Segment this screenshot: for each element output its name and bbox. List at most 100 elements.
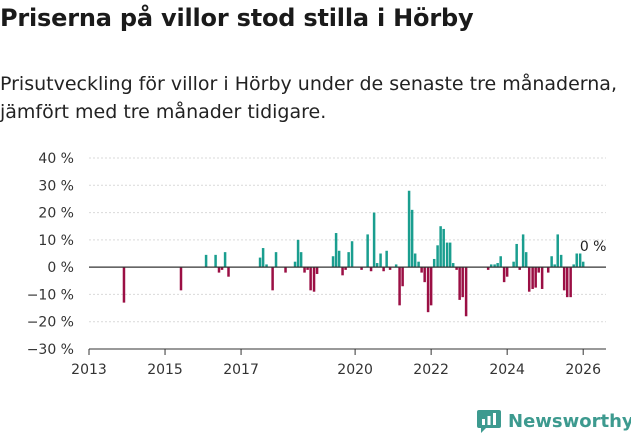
bar-positive [214,254,217,268]
bar-negative [531,267,534,289]
annotations: 0 % [580,239,607,255]
bar-positive [274,252,278,268]
bar-negative [315,267,319,274]
bar-negative [518,267,521,270]
bar-positive [375,263,379,268]
bar-positive [442,228,445,268]
bar-positive [439,226,442,268]
bar-negative [429,267,433,306]
bar-positive [451,263,455,268]
bar-positive [265,264,268,268]
newsworthy-logo-text: Newsworthy [508,410,631,432]
y-tick-label: 20 % [38,206,74,222]
bar-positive [553,264,556,268]
bar-negative [502,267,506,283]
bar-positive [575,253,578,268]
bar-negative [382,267,385,272]
bar-negative [284,267,287,273]
bar-positive [496,263,499,268]
bar-positive [499,256,502,268]
bar-negative [388,267,392,270]
bar-negative [423,267,426,283]
y-tick-label: −10 % [27,287,74,303]
bar-positive [258,257,262,268]
bar-negative [312,267,316,292]
bar-negative [458,267,461,300]
bar-positive [524,252,528,268]
bar-negative [360,267,363,270]
x-tick-label: 2026 [565,362,601,378]
bar-positive [350,241,354,268]
bar-positive [445,242,449,268]
bar-negative [401,267,404,287]
bar-positive [559,254,563,268]
bar-positive [379,253,382,268]
bar-positive [448,242,452,268]
bar-negative [505,267,509,277]
bar-negative [220,267,224,270]
bar-negative [565,267,569,298]
bar-negative [527,267,531,292]
chart-subtitle: Prisutveckling för villor i Hörby under … [0,73,617,123]
bar-negative [537,267,540,273]
bar-negative [534,267,537,288]
bar-negative [369,267,373,272]
bar-negative [569,267,572,298]
bar-positive [436,245,439,268]
x-tick-label: 2024 [489,362,525,378]
x-tick-label: 2020 [337,362,373,378]
chart-title: Priserna på villor stod stilla i Hörby [0,4,474,32]
bar-negative [398,267,401,306]
bar-negative [486,267,490,270]
bar-positive [432,258,436,268]
y-tick-label: 0 % [47,260,74,276]
bar-negative [271,267,274,291]
newsworthy-logo: Newsworthy [476,408,631,434]
x-tick-label: 2013 [71,362,107,378]
y-tick-label: 30 % [38,178,74,194]
bar-negative [217,267,221,273]
bar-positive [550,256,553,268]
bar-positive [331,256,335,268]
bar-positive [385,250,388,268]
bar-positive [347,252,350,268]
y-axis-ticks: 40 % 30 % 20 % 10 % 0 % −10 % −20 % −30 % [27,151,74,358]
bar-negative [303,267,306,273]
bar-positive [223,252,227,268]
bar-positive [581,261,585,268]
x-axis: 2013 2015 2017 2020 2022 2024 2026 [71,348,606,378]
bar-positive [556,234,559,268]
bar-negative [122,267,126,303]
bar-negative [179,267,183,291]
bar-negative [306,267,309,270]
bar-positive [413,253,417,268]
bar-negative [464,267,468,317]
bar-negative [546,267,550,273]
bar-positive [489,264,493,268]
bar-positive [366,234,369,268]
bar-positive [493,264,496,268]
bar-positive [578,253,582,268]
bars [122,190,585,317]
bar-positive [521,234,525,268]
bar-positive [572,264,575,268]
bar-negative [426,267,430,313]
bar-negative [341,267,344,276]
bar-positive [337,250,341,268]
bar-positive [261,248,265,268]
bar-positive [296,239,300,268]
newsworthy-logo-icon [477,410,501,433]
bar-positive [394,264,398,268]
bar-negative [309,267,312,291]
bar-positive [293,261,297,268]
bar-negative [455,267,458,270]
bar-positive [417,261,420,268]
bar-positive [372,212,376,268]
y-tick-label: 10 % [38,233,74,249]
bar-negative [562,267,566,291]
y-tick-label: 40 % [38,151,74,167]
bar-positive [515,243,518,268]
bar-negative [540,267,544,289]
x-tick-label: 2015 [147,362,183,378]
